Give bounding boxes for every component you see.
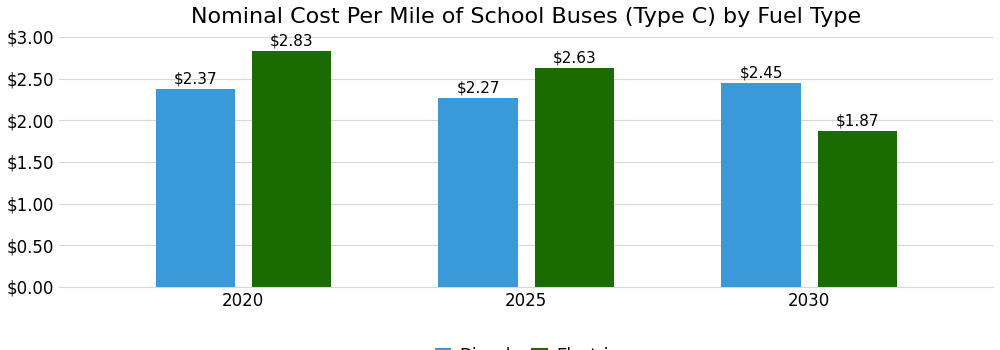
Bar xyxy=(156,89,235,287)
Text: $2.37: $2.37 xyxy=(173,72,217,87)
Title: Nominal Cost Per Mile of School Buses (Type C) by Fuel Type: Nominal Cost Per Mile of School Buses (T… xyxy=(191,7,861,27)
Text: $2.27: $2.27 xyxy=(456,80,500,95)
Bar xyxy=(438,98,518,287)
Bar xyxy=(535,68,614,287)
Bar xyxy=(721,83,801,287)
Bar xyxy=(252,51,331,287)
Bar xyxy=(818,131,897,287)
Text: $1.87: $1.87 xyxy=(835,113,879,128)
Legend: Diesel, Electric: Diesel, Electric xyxy=(428,340,624,350)
Text: $2.83: $2.83 xyxy=(270,34,313,49)
Text: $2.45: $2.45 xyxy=(739,65,783,80)
Text: $2.63: $2.63 xyxy=(552,50,596,65)
